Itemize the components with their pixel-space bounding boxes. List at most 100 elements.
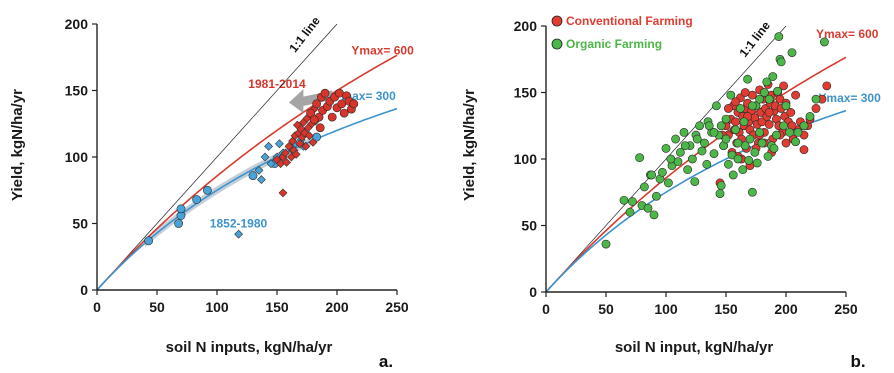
panel-b-point-1-2 bbox=[628, 197, 637, 206]
panel-b-xtick-label: 250 bbox=[834, 301, 858, 317]
panel-b-point-1-74 bbox=[799, 121, 809, 131]
panel-b-point-1-85 bbox=[755, 94, 764, 104]
panel-a-ytick-label: 0 bbox=[80, 282, 88, 298]
panel-a-xtick-label: 100 bbox=[205, 299, 229, 315]
panel-a-chart: Yield, kgN/ha/yr soil N inputs, kgN/ha/y… bbox=[9, 14, 414, 371]
panel-b-point-0-66 bbox=[740, 88, 750, 97]
panel-a-point-1-2 bbox=[256, 175, 266, 185]
panel-a-point-2-6 bbox=[284, 141, 294, 151]
panel-b-point-1-1 bbox=[619, 195, 629, 205]
panel-b-point-1-81 bbox=[680, 141, 690, 151]
panel-b-point-0-48 bbox=[779, 81, 788, 91]
panel-b-point-1-13 bbox=[664, 178, 673, 188]
panel-b-point-0-60 bbox=[811, 104, 821, 113]
panel-b-point-1-33 bbox=[715, 189, 725, 198]
panel-b-point-1-64 bbox=[773, 86, 782, 96]
panel-a-point-2-14 bbox=[295, 139, 305, 149]
panel-a-point-2-5 bbox=[282, 157, 292, 167]
panel-b-point-1-75 bbox=[805, 112, 815, 121]
panel-a-point-0-0 bbox=[144, 236, 153, 246]
panel-b-xtick-label: 0 bbox=[542, 301, 550, 317]
panel-a-point-3-17 bbox=[306, 108, 315, 118]
panel-b-point-0-8 bbox=[731, 117, 740, 127]
panel-a-point-3-18 bbox=[309, 115, 319, 125]
panel-a-ytick-label: 50 bbox=[72, 216, 88, 232]
panel-b-ytick-label: 200 bbox=[514, 18, 538, 34]
panel-a-arrow-head bbox=[289, 89, 304, 114]
panel-a-ylabel: Yield, kgN/ha/yr bbox=[9, 89, 26, 201]
panel-b-point-1-67 bbox=[776, 57, 786, 67]
panel-b-point-1-54 bbox=[755, 127, 764, 137]
panel-b-point-1-70 bbox=[785, 127, 794, 137]
panel-a-xtick-label: 200 bbox=[325, 299, 349, 315]
panel-b-point-0-54 bbox=[791, 90, 800, 100]
panel-a-point-0-8 bbox=[312, 132, 321, 142]
panel-b-point-0-79 bbox=[764, 108, 774, 117]
panel-b-ytick-label: 100 bbox=[514, 151, 538, 167]
panel-b-identity-line bbox=[545, 25, 787, 293]
panel-a-point-1-0 bbox=[234, 229, 244, 239]
panel-b-point-1-83 bbox=[704, 121, 714, 131]
panel-b-point-1-56 bbox=[760, 88, 769, 97]
panel-a-xtick-label: 150 bbox=[265, 299, 289, 315]
panel-b-xlabel: soil N input, kgN/ha/yr bbox=[615, 339, 774, 356]
panel-b-point-1-6 bbox=[643, 203, 653, 213]
panel-b-point-1-84 bbox=[716, 121, 726, 131]
panel-a-point-0-4 bbox=[192, 195, 201, 204]
panel-b-point-1-41 bbox=[731, 125, 740, 135]
panel-b-point-1-27 bbox=[702, 159, 712, 169]
panel-b-point-1-58 bbox=[763, 151, 773, 161]
panel-b-point-1-61 bbox=[768, 72, 778, 81]
panel-b-label: b. bbox=[850, 352, 865, 371]
panel-b-point-1-82 bbox=[692, 134, 702, 144]
legend: Conventional Farming Organic Farming bbox=[551, 14, 693, 51]
panel-b-point-1-68 bbox=[779, 121, 788, 131]
panel-b-point-1-49 bbox=[745, 134, 755, 144]
panel-b-point-0-36 bbox=[764, 120, 774, 129]
panel-b-xtick-label: 150 bbox=[714, 301, 738, 317]
panel-b-point-1-15 bbox=[671, 134, 680, 144]
panel-b-point-1-63 bbox=[772, 130, 781, 140]
panel-b-point-1-25 bbox=[697, 146, 707, 156]
panel-b-point-1-47 bbox=[743, 74, 752, 84]
panel-a-xtick-label: 50 bbox=[149, 299, 165, 315]
panel-a-point-2-11 bbox=[291, 149, 301, 159]
panel-b-point-1-89 bbox=[748, 101, 757, 111]
panel-b-point-1-18 bbox=[679, 127, 689, 137]
panel-b-point-1-72 bbox=[791, 137, 800, 147]
panel-a-point-2-0 bbox=[278, 188, 288, 198]
panel-b-point-1-53 bbox=[752, 158, 762, 168]
panel-b-point-1-40 bbox=[728, 170, 738, 180]
panel-b-point-1-43 bbox=[736, 104, 745, 113]
panel-b-point-1-57 bbox=[762, 77, 772, 87]
panel-b-point-1-88 bbox=[733, 138, 743, 148]
panel-b-ytick-label: 0 bbox=[529, 284, 537, 300]
legend-organic-label: Organic Farming bbox=[566, 37, 662, 51]
panel-a-point-2-4 bbox=[280, 148, 290, 158]
panel-b-point-1-42 bbox=[733, 154, 743, 164]
panel-b-point-1-62 bbox=[769, 143, 779, 153]
panel-b-identity-label: 1:1 line bbox=[737, 18, 774, 59]
legend-conventional-marker bbox=[551, 15, 563, 27]
panel-b-point-0-71 bbox=[781, 138, 791, 148]
panel-a-point-0-6 bbox=[248, 171, 258, 181]
panel-b-point-1-36 bbox=[721, 114, 731, 124]
panel-a-point-3-4 bbox=[320, 88, 330, 98]
panel-b-point-0-45 bbox=[775, 94, 785, 104]
panel-a-point-3-7 bbox=[327, 112, 337, 122]
panel-b-point-1-44 bbox=[738, 165, 748, 175]
panel-a-point-3-19 bbox=[315, 123, 325, 133]
panel-b-point-1-19 bbox=[683, 165, 692, 175]
panel-a-point-3-0 bbox=[312, 99, 321, 109]
panel-b-point-1-48 bbox=[744, 155, 754, 165]
panel-b-point-1-55 bbox=[757, 138, 767, 148]
panel-b-point-1-9 bbox=[652, 191, 661, 201]
panel-b-ytick-label: 50 bbox=[521, 218, 537, 234]
panel-b-point-1-17 bbox=[676, 147, 685, 157]
panel-b-point-1-11 bbox=[658, 167, 667, 177]
panel-b-point-1-73 bbox=[793, 127, 803, 137]
panel-b-xtick-label: 100 bbox=[654, 301, 678, 317]
panel-b-xtick-label: 200 bbox=[774, 301, 798, 317]
panel-b-point-1-50 bbox=[748, 187, 757, 197]
